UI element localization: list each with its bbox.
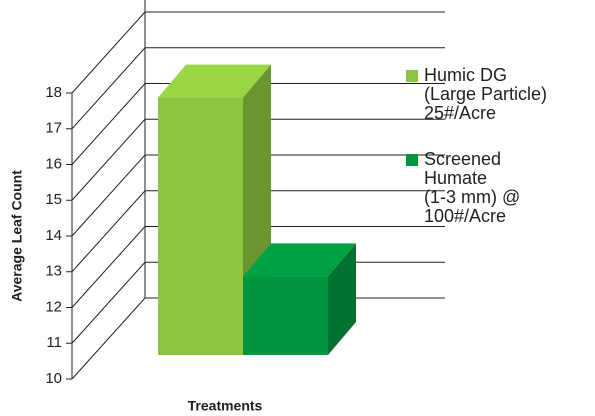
y-tick-label: 12 — [45, 298, 62, 315]
y-tick-label: 11 — [46, 334, 62, 351]
grid-line — [71, 83, 445, 165]
y-axis-title: Average Leaf Count — [9, 170, 25, 302]
y-tick-label: 17 — [45, 120, 62, 137]
legend-item: Screened Humate (1-3 mm) @ 100#/Acre — [406, 150, 591, 226]
y-tick-label: 16 — [45, 155, 62, 172]
bar-top — [158, 64, 271, 98]
grid-line — [71, 154, 445, 237]
grid-line — [71, 47, 445, 130]
grid-line — [71, 190, 445, 273]
legend-item: Humic DG (Large Particle) 25#/Acre — [406, 66, 591, 123]
grid-line — [71, 11, 445, 94]
bar-top — [243, 243, 356, 277]
x-axis-title: Treatments — [188, 398, 263, 414]
grid-line — [71, 118, 445, 201]
bar-side — [328, 243, 356, 355]
bar-front — [243, 276, 328, 355]
legend-label: Screened Humate (1-3 mm) @ 100#/Acre — [424, 149, 521, 226]
y-tick-label: 13 — [45, 263, 62, 280]
legend-swatch — [406, 70, 418, 82]
bar-front — [158, 97, 243, 355]
legend-swatch — [406, 154, 418, 166]
y-tick-label: 10 — [45, 370, 62, 387]
grid-line — [71, 226, 445, 308]
y-tick-label: 14 — [45, 227, 62, 244]
bar — [243, 243, 356, 355]
legend-label: Humic DG (Large Particle) 25#/Acre — [424, 65, 548, 123]
y-tick-label: 15 — [45, 191, 62, 208]
y-tick-label: 18 — [45, 84, 62, 101]
